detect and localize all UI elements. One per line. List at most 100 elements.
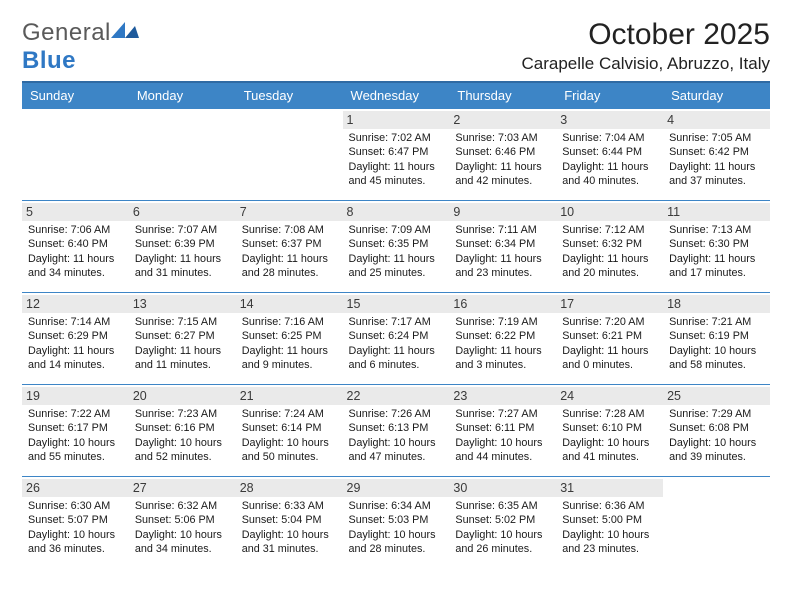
- day-details: Sunrise: 7:21 AMSunset: 6:19 PMDaylight:…: [669, 315, 766, 372]
- day-cell: 7 Sunrise: 7:08 AMSunset: 6:37 PMDaylight…: [236, 201, 343, 293]
- day-details: Sunrise: 7:09 AMSunset: 6:35 PMDaylight:…: [349, 223, 446, 280]
- day-number: 26: [22, 479, 129, 497]
- day-cell: 9Sunrise: 7:11 AMSunset: 6:34 PMDaylight…: [449, 201, 556, 293]
- day-details: Sunrise: 6:36 AMSunset: 5:00 PMDaylight:…: [562, 499, 659, 556]
- day-cell: [129, 109, 236, 201]
- logo-text: GeneralBlue: [22, 18, 139, 75]
- day-details: Sunrise: 7:16 AMSunset: 6:25 PMDaylight:…: [242, 315, 339, 372]
- day-details: Sunrise: 7:23 AMSunset: 6:16 PMDaylight:…: [135, 407, 232, 464]
- day-number: 3: [556, 111, 663, 129]
- day-details: Sunrise: 7:22 AMSunset: 6:17 PMDaylight:…: [28, 407, 125, 464]
- day-details: Sunrise: 6:33 AMSunset: 5:04 PMDaylight:…: [242, 499, 339, 556]
- day-cell: 6 Sunrise: 7:07 AMSunset: 6:39 PMDaylight…: [129, 201, 236, 293]
- day-details: Sunrise: 7:29 AMSunset: 6:08 PMDaylight:…: [669, 407, 766, 464]
- day-number: 7: [236, 203, 343, 221]
- calendar-head: SundayMondayTuesdayWednesdayThursdayFrid…: [22, 82, 770, 109]
- day-details: Sunrise: 7:04 AMSunset: 6:44 PMDaylight:…: [562, 131, 659, 188]
- week-row: 19 Sunrise: 7:22 AMSunset: 6:17 PMDayligh…: [22, 385, 770, 477]
- day-cell: 15Sunrise: 7:17 AMSunset: 6:24 PMDayligh…: [343, 293, 450, 385]
- day-cell: 1 Sunrise: 7:02 AMSunset: 6:47 PMDaylight…: [343, 109, 450, 201]
- day-number: 10: [556, 203, 663, 221]
- day-cell: 4 Sunrise: 7:05 AMSunset: 6:42 PMDaylight…: [663, 109, 770, 201]
- day-number: 21: [236, 387, 343, 405]
- day-cell: 23 Sunrise: 7:27 AMSunset: 6:11 PMDayligh…: [449, 385, 556, 477]
- header: GeneralBlue October 2025 Carapelle Calvi…: [22, 18, 770, 75]
- day-cell: 5Sunrise: 7:06 AMSunset: 6:40 PMDaylight…: [22, 201, 129, 293]
- day-cell: 17 Sunrise: 7:20 AMSunset: 6:21 PMDayligh…: [556, 293, 663, 385]
- day-cell: 12Sunrise: 7:14 AMSunset: 6:29 PMDayligh…: [22, 293, 129, 385]
- week-row: 1 Sunrise: 7:02 AMSunset: 6:47 PMDaylight…: [22, 109, 770, 201]
- day-cell: 3 Sunrise: 7:04 AMSunset: 6:44 PMDaylight…: [556, 109, 663, 201]
- day-header: Sunday: [22, 82, 129, 109]
- day-details: Sunrise: 6:35 AMSunset: 5:02 PMDaylight:…: [455, 499, 552, 556]
- week-row: 12Sunrise: 7:14 AMSunset: 6:29 PMDayligh…: [22, 293, 770, 385]
- day-details: Sunrise: 7:05 AMSunset: 6:42 PMDaylight:…: [669, 131, 766, 188]
- day-cell: 2 Sunrise: 7:03 AMSunset: 6:46 PMDaylight…: [449, 109, 556, 201]
- day-details: Sunrise: 7:28 AMSunset: 6:10 PMDaylight:…: [562, 407, 659, 464]
- location: Carapelle Calvisio, Abruzzo, Italy: [521, 54, 770, 74]
- day-details: Sunrise: 7:20 AMSunset: 6:21 PMDaylight:…: [562, 315, 659, 372]
- day-cell: 24Sunrise: 7:28 AMSunset: 6:10 PMDayligh…: [556, 385, 663, 477]
- day-number: 17: [556, 295, 663, 313]
- day-details: Sunrise: 6:30 AMSunset: 5:07 PMDaylight:…: [28, 499, 125, 556]
- day-cell: 27 Sunrise: 6:32 AMSunset: 5:06 PMDayligh…: [129, 477, 236, 569]
- day-number: 31: [556, 479, 663, 497]
- day-cell: 29Sunrise: 6:34 AMSunset: 5:03 PMDayligh…: [343, 477, 450, 569]
- day-number: 12: [22, 295, 129, 313]
- day-cell: 16 Sunrise: 7:19 AMSunset: 6:22 PMDayligh…: [449, 293, 556, 385]
- day-number: 20: [129, 387, 236, 405]
- day-header: Tuesday: [236, 82, 343, 109]
- day-details: Sunrise: 7:08 AMSunset: 6:37 PMDaylight:…: [242, 223, 339, 280]
- day-cell: 20 Sunrise: 7:23 AMSunset: 6:16 PMDayligh…: [129, 385, 236, 477]
- day-header: Thursday: [449, 82, 556, 109]
- day-details: Sunrise: 7:11 AMSunset: 6:34 PMDaylight:…: [455, 223, 552, 280]
- logo-mark-icon: [111, 18, 139, 40]
- day-details: Sunrise: 7:24 AMSunset: 6:14 PMDaylight:…: [242, 407, 339, 464]
- day-cell: [236, 109, 343, 201]
- month-title: October 2025: [521, 18, 770, 52]
- day-details: Sunrise: 7:07 AMSunset: 6:39 PMDaylight:…: [135, 223, 232, 280]
- day-cell: 18Sunrise: 7:21 AMSunset: 6:19 PMDayligh…: [663, 293, 770, 385]
- day-details: Sunrise: 7:27 AMSunset: 6:11 PMDaylight:…: [455, 407, 552, 464]
- week-row: 5Sunrise: 7:06 AMSunset: 6:40 PMDaylight…: [22, 201, 770, 293]
- logo-word-2: Blue: [22, 47, 76, 74]
- day-number: 11: [663, 203, 770, 221]
- day-number: 23: [449, 387, 556, 405]
- day-cell: 8Sunrise: 7:09 AMSunset: 6:35 PMDaylight…: [343, 201, 450, 293]
- day-cell: 13 Sunrise: 7:15 AMSunset: 6:27 PMDayligh…: [129, 293, 236, 385]
- day-number: 5: [22, 203, 129, 221]
- day-cell: 21 Sunrise: 7:24 AMSunset: 6:14 PMDayligh…: [236, 385, 343, 477]
- day-details: Sunrise: 7:17 AMSunset: 6:24 PMDaylight:…: [349, 315, 446, 372]
- day-cell: 28Sunrise: 6:33 AMSunset: 5:04 PMDayligh…: [236, 477, 343, 569]
- day-header: Wednesday: [343, 82, 450, 109]
- day-header: Saturday: [663, 82, 770, 109]
- day-number: 6: [129, 203, 236, 221]
- day-details: Sunrise: 7:13 AMSunset: 6:30 PMDaylight:…: [669, 223, 766, 280]
- day-number: 25: [663, 387, 770, 405]
- title-block: October 2025 Carapelle Calvisio, Abruzzo…: [521, 18, 770, 74]
- day-cell: 14Sunrise: 7:16 AMSunset: 6:25 PMDayligh…: [236, 293, 343, 385]
- day-number: 22: [343, 387, 450, 405]
- day-number: 4: [663, 111, 770, 129]
- day-number: 1: [343, 111, 450, 129]
- calendar-body: 1 Sunrise: 7:02 AMSunset: 6:47 PMDaylight…: [22, 109, 770, 569]
- logo-word-1: General: [22, 19, 111, 46]
- day-details: Sunrise: 7:19 AMSunset: 6:22 PMDaylight:…: [455, 315, 552, 372]
- day-header: Friday: [556, 82, 663, 109]
- day-number: 27: [129, 479, 236, 497]
- day-number: 2: [449, 111, 556, 129]
- day-details: Sunrise: 7:02 AMSunset: 6:47 PMDaylight:…: [349, 131, 446, 188]
- day-number: 30: [449, 479, 556, 497]
- day-cell: 11 Sunrise: 7:13 AMSunset: 6:30 PMDayligh…: [663, 201, 770, 293]
- day-number: 13: [129, 295, 236, 313]
- day-number: 19: [22, 387, 129, 405]
- day-details: Sunrise: 7:03 AMSunset: 6:46 PMDaylight:…: [455, 131, 552, 188]
- day-number: 16: [449, 295, 556, 313]
- day-header-row: SundayMondayTuesdayWednesdayThursdayFrid…: [22, 82, 770, 109]
- day-cell: 25 Sunrise: 7:29 AMSunset: 6:08 PMDayligh…: [663, 385, 770, 477]
- day-details: Sunrise: 7:15 AMSunset: 6:27 PMDaylight:…: [135, 315, 232, 372]
- day-details: Sunrise: 6:32 AMSunset: 5:06 PMDaylight:…: [135, 499, 232, 556]
- day-number: 29: [343, 479, 450, 497]
- day-cell: [22, 109, 129, 201]
- day-cell: 19 Sunrise: 7:22 AMSunset: 6:17 PMDayligh…: [22, 385, 129, 477]
